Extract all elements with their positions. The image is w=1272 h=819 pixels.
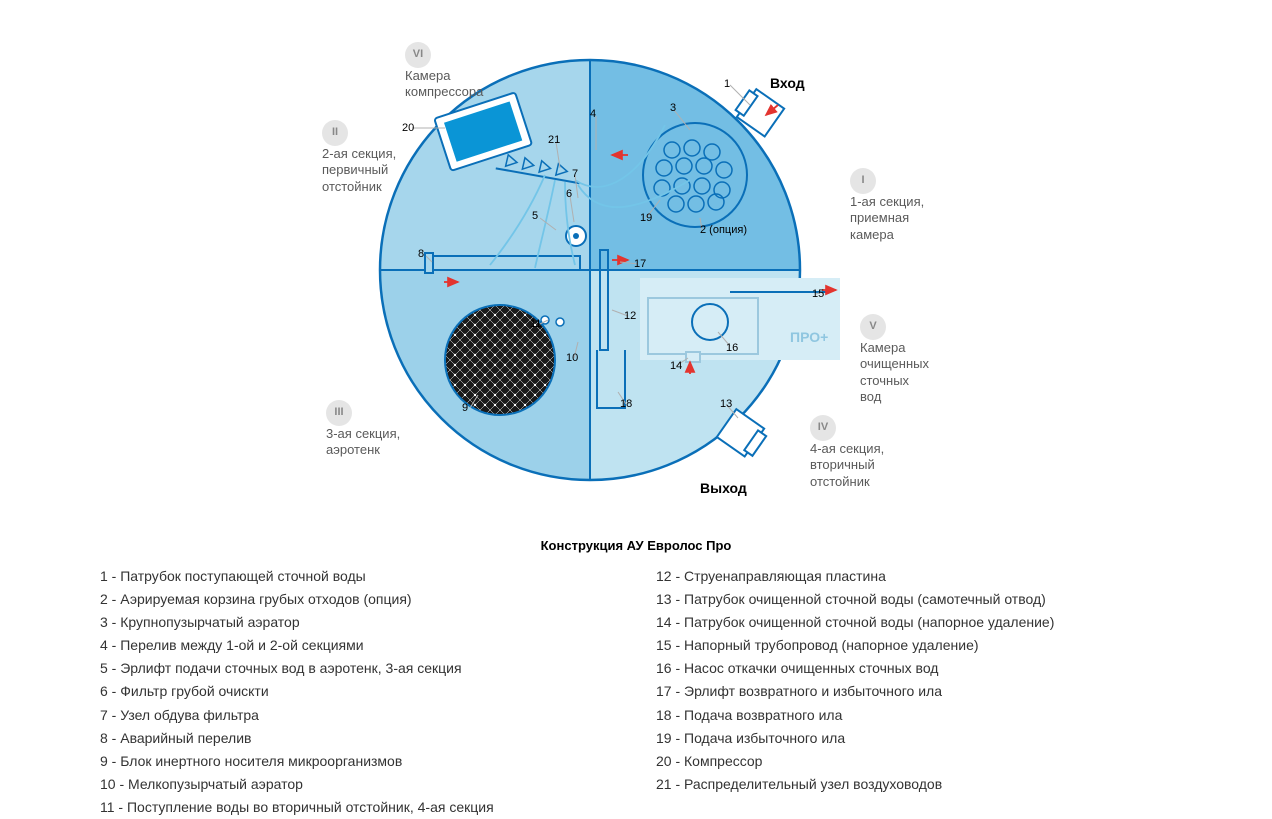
section-V: V Камераочищенныхсточныхвод [860, 314, 929, 405]
legend-item: 2 - Аэрируемая корзина грубых отходов (о… [100, 588, 616, 611]
legend-item: 8 - Аварийный перелив [100, 727, 616, 750]
callout-14: 14 [670, 360, 682, 372]
callout-6: 6 [566, 188, 572, 200]
legend-item: 5 - Эрлифт подачи сточных вод в аэротенк… [100, 657, 616, 680]
callout-9: 9 [462, 402, 468, 414]
legend-item: 3 - Крупнопузырчатый аэратор [100, 611, 616, 634]
diagram-caption: Конструкция АУ Евролос Про [0, 538, 1272, 553]
inlet-label: Вход [770, 75, 805, 93]
callout-13: 13 [720, 398, 732, 410]
callout-20: 20 [402, 122, 414, 134]
section-II: II 2-ая секция,первичныйотстойник [322, 120, 396, 195]
legend-item: 19 - Подача избыточного ила [656, 727, 1172, 750]
callout-19: 19 [640, 212, 652, 224]
overflow-pipe [425, 253, 580, 273]
callout-15: 15 [812, 288, 824, 300]
section-III: III 3-ая секция,аэротенк [326, 400, 400, 459]
callout-17: 17 [634, 258, 646, 270]
legend-left: 1 - Патрубок поступающей сточной воды2 -… [100, 565, 616, 819]
callout-21: 21 [548, 134, 560, 146]
legend-item: 7 - Узел обдува фильтра [100, 704, 616, 727]
legend-item: 10 - Мелкопузырчатый аэратор [100, 773, 616, 796]
callout-1: 1 [724, 78, 730, 90]
callout-8: 8 [418, 248, 424, 260]
callout-4: 4 [590, 108, 596, 120]
callout-16: 16 [726, 342, 738, 354]
legend-item: 21 - Распределительный узел воздуховодов [656, 773, 1172, 796]
legend-item: 1 - Патрубок поступающей сточной воды [100, 565, 616, 588]
legend: 1 - Патрубок поступающей сточной воды2 -… [0, 553, 1272, 819]
legend-item: 12 - Струенаправляющая пластина [656, 565, 1172, 588]
legend-right: 12 - Струенаправляющая пластина13 - Патр… [656, 565, 1172, 819]
treatment-plant-diagram: ПРО+ [0, 0, 1272, 530]
legend-item: 9 - Блок инертного носителя микроорганиз… [100, 750, 616, 773]
callout-11: 11 [530, 318, 541, 330]
callout-5: 5 [532, 210, 538, 222]
legend-item: 11 - Поступление воды во вторичный отсто… [100, 796, 616, 819]
section-VI: VI Камеракомпрессора [405, 42, 483, 101]
legend-item: 18 - Подача возвратного ила [656, 704, 1172, 727]
legend-item: 4 - Перелив между 1-ой и 2-ой секциями [100, 634, 616, 657]
legend-item: 16 - Насос откачки очищенных сточных вод [656, 657, 1172, 680]
callout-3: 3 [670, 102, 676, 114]
callout-2: 2 (опция) [700, 224, 747, 236]
pro-plus-label: ПРО+ [790, 329, 828, 345]
pump-chamber: ПРО+ [640, 278, 840, 362]
section-I: I 1-ая секция,приемнаякамера [850, 168, 924, 243]
callout-12: 12 [624, 310, 636, 322]
section-IV: IV 4-ая секция,вторичныйотстойник [810, 415, 884, 490]
callout-18: 18 [620, 398, 632, 410]
legend-item: 13 - Патрубок очищенной сточной воды (са… [656, 588, 1172, 611]
legend-item: 15 - Напорный трубопровод (напорное удал… [656, 634, 1172, 657]
legend-item: 20 - Компрессор [656, 750, 1172, 773]
legend-item: 17 - Эрлифт возвратного и избыточного ил… [656, 680, 1172, 703]
legend-item: 14 - Патрубок очищенной сточной воды (на… [656, 611, 1172, 634]
legend-item: 6 - Фильтр грубой очискти [100, 680, 616, 703]
outlet-label: Выход [700, 480, 747, 498]
callout-10: 10 [566, 352, 578, 364]
callout-7: 7 [572, 168, 578, 180]
